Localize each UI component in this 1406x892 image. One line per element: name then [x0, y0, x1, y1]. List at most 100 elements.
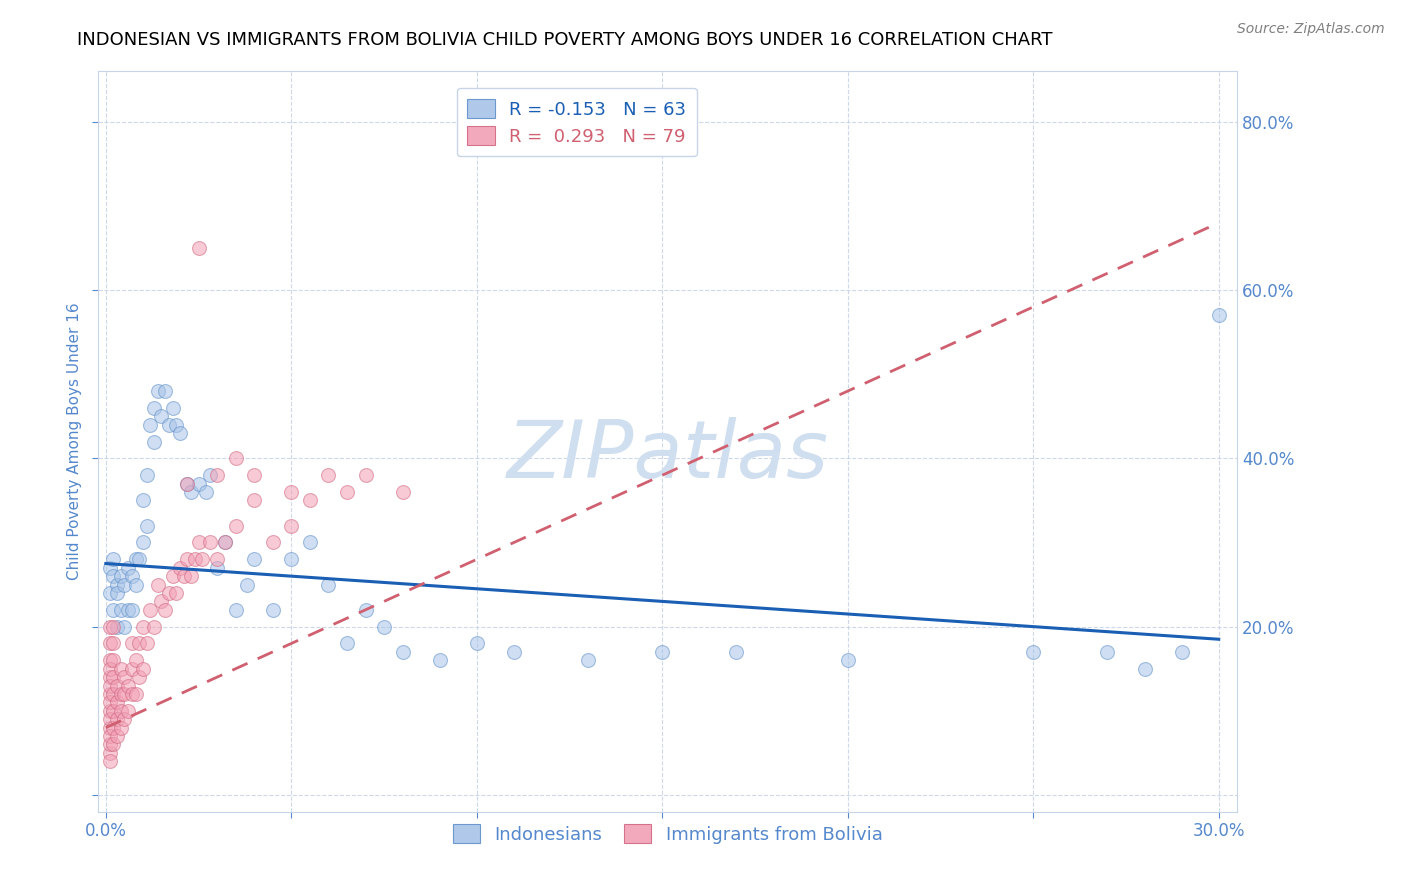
- Point: [110, 704, 132, 718]
- Point: [176, 476, 198, 491]
- Point: [121, 687, 143, 701]
- Point: [165, 586, 187, 600]
- Point: [162, 569, 184, 583]
- Point: [132, 662, 155, 676]
- Point: [195, 485, 218, 500]
- Point: [124, 653, 146, 667]
- Point: [135, 518, 157, 533]
- Point: [205, 560, 228, 574]
- Point: [105, 729, 128, 743]
- Point: [280, 552, 302, 566]
- Point: [117, 679, 139, 693]
- Point: [105, 695, 128, 709]
- Point: [243, 552, 266, 566]
- Point: [103, 552, 125, 566]
- Point: [98, 679, 121, 693]
- Point: [198, 468, 221, 483]
- Point: [103, 653, 125, 667]
- Point: [576, 653, 599, 667]
- Point: [103, 738, 125, 752]
- Point: [103, 704, 125, 718]
- Point: [187, 476, 209, 491]
- Point: [651, 645, 673, 659]
- Point: [169, 560, 191, 574]
- Point: [121, 569, 143, 583]
- Point: [180, 485, 202, 500]
- Point: [143, 619, 166, 633]
- Point: [1133, 662, 1156, 676]
- Point: [103, 569, 125, 583]
- Point: [103, 721, 125, 735]
- Point: [429, 653, 451, 667]
- Point: [132, 535, 155, 549]
- Point: [354, 603, 377, 617]
- Point: [176, 476, 198, 491]
- Point: [298, 493, 321, 508]
- Point: [105, 586, 128, 600]
- Point: [117, 560, 139, 574]
- Point: [112, 670, 135, 684]
- Point: [143, 401, 166, 415]
- Y-axis label: Child Poverty Among Boys Under 16: Child Poverty Among Boys Under 16: [67, 302, 83, 581]
- Point: [354, 468, 377, 483]
- Point: [103, 670, 125, 684]
- Point: [110, 569, 132, 583]
- Point: [391, 645, 413, 659]
- Point: [150, 409, 173, 424]
- Point: [169, 426, 191, 441]
- Point: [132, 493, 155, 508]
- Point: [153, 384, 176, 398]
- Point: [205, 552, 228, 566]
- Point: [225, 603, 247, 617]
- Point: [128, 636, 150, 650]
- Point: [318, 577, 340, 591]
- Point: [146, 577, 169, 591]
- Point: [225, 451, 247, 466]
- Point: [262, 535, 284, 549]
- Point: [98, 738, 121, 752]
- Point: [98, 712, 121, 726]
- Text: Source: ZipAtlas.com: Source: ZipAtlas.com: [1237, 22, 1385, 37]
- Point: [336, 636, 359, 650]
- Point: [837, 653, 859, 667]
- Point: [214, 535, 236, 549]
- Point: [98, 746, 121, 760]
- Point: [153, 603, 176, 617]
- Point: [173, 569, 195, 583]
- Point: [198, 535, 221, 549]
- Point: [98, 586, 121, 600]
- Point: [98, 670, 121, 684]
- Point: [103, 603, 125, 617]
- Point: [236, 577, 259, 591]
- Point: [103, 636, 125, 650]
- Point: [225, 518, 247, 533]
- Point: [243, 493, 266, 508]
- Point: [1208, 309, 1230, 323]
- Point: [110, 687, 132, 701]
- Point: [98, 729, 121, 743]
- Point: [105, 619, 128, 633]
- Point: [1097, 645, 1119, 659]
- Point: [1170, 645, 1192, 659]
- Point: [124, 552, 146, 566]
- Point: [121, 662, 143, 676]
- Point: [391, 485, 413, 500]
- Point: [214, 535, 236, 549]
- Point: [243, 468, 266, 483]
- Point: [157, 586, 180, 600]
- Point: [103, 687, 125, 701]
- Point: [124, 577, 146, 591]
- Point: [112, 619, 135, 633]
- Point: [146, 384, 169, 398]
- Point: [150, 594, 173, 608]
- Point: [98, 560, 121, 574]
- Point: [105, 679, 128, 693]
- Point: [117, 704, 139, 718]
- Point: [298, 535, 321, 549]
- Point: [110, 662, 132, 676]
- Point: [205, 468, 228, 483]
- Point: [98, 754, 121, 768]
- Point: [110, 603, 132, 617]
- Point: [98, 704, 121, 718]
- Point: [112, 687, 135, 701]
